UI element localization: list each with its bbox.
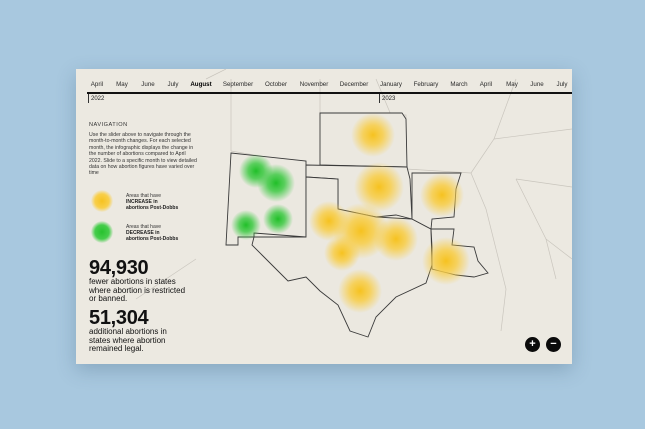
month-14[interactable]: June [530, 81, 544, 88]
heat-oklahoma [354, 162, 404, 212]
stat-fewer-label: fewer abortions in states where abortion… [89, 277, 186, 304]
stat-additional-value: 51,304 [89, 307, 149, 329]
month-7[interactable]: November [299, 81, 329, 88]
map[interactable] [76, 69, 572, 364]
month-13[interactable]: May [506, 81, 518, 88]
legend-decrease-line2: DECREASE in [126, 230, 160, 237]
month-12[interactable]: April [479, 81, 493, 88]
navigation-title: NAVIGATION [89, 122, 128, 128]
month-4[interactable]: August [190, 81, 212, 88]
stat-fewer: 94,930 fewer abortions in states where a… [89, 258, 189, 304]
year-tick-2023 [379, 94, 380, 103]
month-5[interactable]: September [222, 81, 254, 88]
navigation-panel: NAVIGATION Use the slider above to navig… [89, 122, 199, 177]
green-dot-icon [91, 221, 113, 243]
month-9[interactable]: January [379, 81, 403, 88]
stat-fewer-value: 94,930 [89, 257, 149, 279]
stat-additional: 51,304 additional abortions in states wh… [89, 308, 189, 354]
navigation-text: Use the slider above to navigate through… [89, 132, 197, 177]
heat-texas-east [374, 217, 418, 261]
infographic-card: April May June July August September Oct… [76, 69, 572, 364]
month-0[interactable]: April [90, 81, 104, 88]
legend-decrease: Areas that have DECREASE in abortions Po… [89, 219, 209, 249]
state-lines [135, 69, 572, 332]
year-label-2023: 2023 [382, 96, 396, 102]
month-11[interactable]: March [450, 81, 468, 88]
month-3[interactable]: July [167, 81, 179, 88]
heat-blobs [231, 113, 470, 313]
zoom-out-button[interactable]: − [546, 337, 561, 352]
month-10[interactable]: February [413, 81, 439, 88]
month-slider[interactable]: April May June July August September Oct… [76, 69, 572, 105]
year-tick-2022 [88, 94, 89, 103]
legend-decrease-line1: Areas that have [126, 224, 162, 230]
month-1[interactable]: May [116, 81, 128, 88]
yellow-dot-icon [91, 190, 113, 212]
heat-nm-south-east [263, 204, 293, 234]
slider-track[interactable] [87, 92, 572, 94]
month-2[interactable]: June [141, 81, 155, 88]
zoom-in-button[interactable]: + [525, 337, 540, 352]
year-label-2022: 2022 [91, 96, 105, 102]
heat-texas-south [338, 269, 382, 313]
heat-texas-central [324, 235, 360, 271]
legend-increase: Areas that have INCREASE in abortions Po… [89, 188, 209, 218]
month-15[interactable]: July [556, 81, 568, 88]
legend-decrease-line3: abortions Post-Dobbs [126, 236, 179, 243]
legend-increase-line3: abortions Post-Dobbs [126, 205, 179, 212]
heat-louisiana [422, 237, 470, 285]
legend-increase-line2: INCREASE in [126, 199, 158, 206]
legend-increase-line1: Areas that have [126, 193, 162, 199]
stat-additional-label: additional abortions in states where abo… [89, 327, 167, 354]
heat-nm-south-west [231, 210, 261, 240]
heat-nm-north-east [257, 164, 295, 202]
month-6[interactable]: October [264, 81, 288, 88]
month-8[interactable]: December [339, 81, 369, 88]
heat-arkansas [420, 173, 464, 217]
heat-kansas [351, 113, 395, 157]
